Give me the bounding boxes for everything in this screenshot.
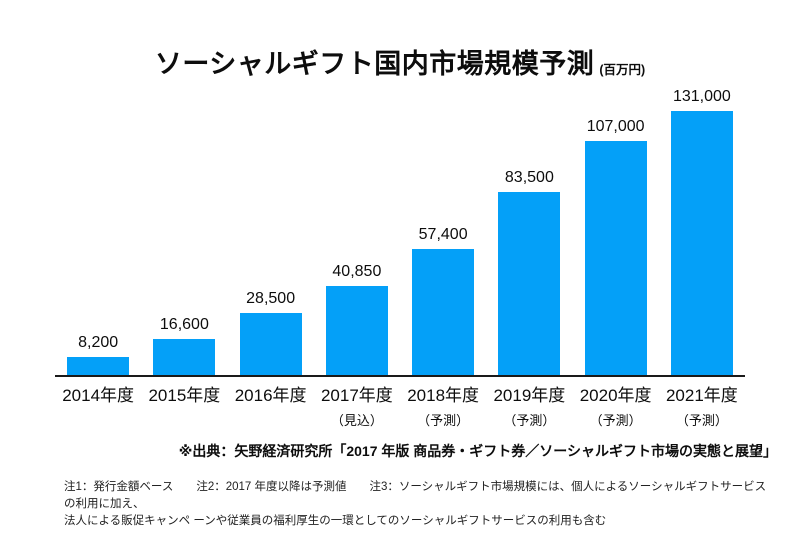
x-axis-year: 2021年度 <box>665 386 738 405</box>
x-axis-label: 2021年度 （予測） <box>659 381 745 429</box>
bar <box>67 357 130 375</box>
x-axis-year: 2018年度 <box>407 386 480 405</box>
x-axis-label: 2014年度 <box>55 381 141 429</box>
bar-value-label: 107,000 <box>586 117 645 135</box>
x-axis-label: 2020年度 （予測） <box>573 381 659 429</box>
x-axis-year: 2017年度 <box>320 386 393 405</box>
x-axis-year: 2020年度 <box>579 386 652 405</box>
bar-value-label: 40,850 <box>332 262 382 280</box>
x-axis-label: 2018年度 （予測） <box>400 381 486 429</box>
bar <box>153 338 216 375</box>
x-axis-forecast-note: （予測） <box>675 413 728 428</box>
bar-column: 28,500 <box>228 88 314 375</box>
x-axis-label: 2016年度 <box>228 381 314 429</box>
x-axis-year: 2016年度 <box>234 386 307 405</box>
bar-column: 131,000 <box>659 88 745 375</box>
bar-column: 16,600 <box>141 88 227 375</box>
x-axis-year: 2019年度 <box>493 386 566 405</box>
footnotes: 注1：発行金額ベース 注2：2017 年度以降は予測値 注3：ソーシャルギフト市… <box>64 479 770 530</box>
x-axis-forecast-note: （予測） <box>503 413 556 428</box>
bar-value-label: 131,000 <box>672 88 731 105</box>
bar-column: 83,500 <box>486 88 572 375</box>
bar <box>584 140 647 375</box>
x-axis-line <box>55 375 745 377</box>
bar <box>325 285 388 375</box>
x-axis-year: 2015年度 <box>148 386 221 405</box>
chart-title: ソーシャルギフト国内市場規模予測 (百万円) <box>0 42 800 81</box>
x-axis-forecast-note: （見込） <box>330 413 383 428</box>
chart-title-unit: (百万円) <box>599 63 646 77</box>
footnote-line-1: 注1：発行金額ベース 注2：2017 年度以降は予測値 注3：ソーシャルギフト市… <box>64 481 767 510</box>
bar <box>670 111 733 375</box>
bar-chart-plot-area: 8,200 16,600 28,500 40,850 57,400 83,500 107,0… <box>55 88 745 375</box>
x-axis-year: 2014年度 <box>62 386 135 405</box>
bar-value-label: 57,400 <box>418 226 468 244</box>
bar-value-label: 8,200 <box>78 334 119 351</box>
bar <box>239 312 302 375</box>
x-axis-label: 2015年度 <box>141 381 227 429</box>
footnote-line-2: 法人による販促キャンペ ーンや従業員の福利厚生の一環としてのソーシャルギフトサー… <box>64 515 607 527</box>
bar-value-label: 28,500 <box>246 289 296 307</box>
source-citation: ※出典：矢野経済研究所「2017 年版 商品券・ギフト券／ソーシャルギフト市場の… <box>178 443 777 459</box>
x-axis-label: 2017年度 （見込） <box>314 381 400 429</box>
bar-column: 40,850 <box>314 88 400 375</box>
bar-column: 8,200 <box>55 88 141 375</box>
x-axis-forecast-note: （予測） <box>589 413 642 428</box>
bar <box>498 192 561 375</box>
x-axis-forecast-note: （予測） <box>417 413 470 428</box>
bar-value-label: 16,600 <box>159 315 209 333</box>
x-axis-labels: 2014年度 2015年度 2016年度 2017年度 （見込） 2018年度 （予測） 20… <box>55 381 745 429</box>
chart-title-text: ソーシャルギフト国内市場規模予測 <box>154 49 595 79</box>
bar-column: 107,000 <box>573 88 659 375</box>
bar-value-label: 83,500 <box>504 169 554 187</box>
bar-column: 57,400 <box>400 88 486 375</box>
bar <box>412 249 475 375</box>
x-axis-label: 2019年度 （予測） <box>486 381 572 429</box>
